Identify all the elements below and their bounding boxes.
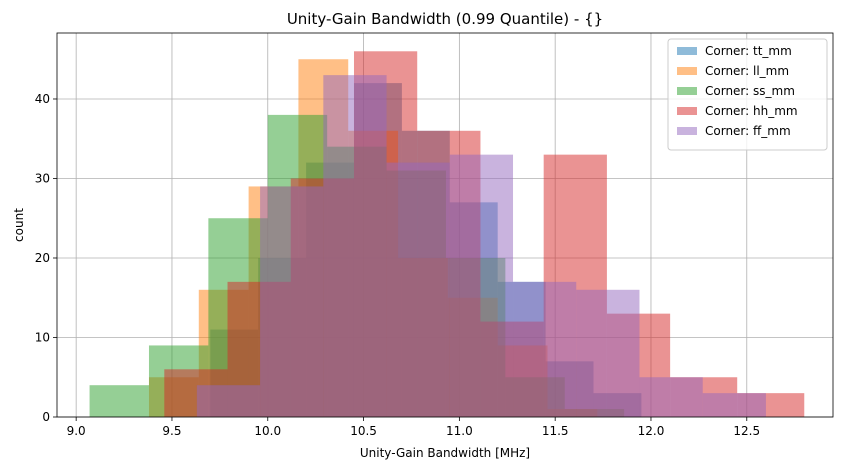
histogram-bar [89, 385, 149, 417]
plot-frame [56, 32, 834, 418]
legend-label: Corner: tt_mm [705, 44, 792, 58]
chart-title: Unity-Gain Bandwidth (0.99 Quantile) - {… [287, 10, 603, 28]
legend-frame [667, 38, 828, 151]
histogram-bar [449, 154, 514, 417]
legend: Corner: tt_mm Corner: ll_mm Corner: ss_mm C… [667, 38, 828, 151]
y-tick-label: 0 [42, 410, 50, 424]
series-corner-ff-mm [196, 75, 766, 417]
legend-label: Corner: ss_mm [705, 84, 795, 98]
x-tick-label: 12.5 [733, 424, 760, 438]
legend-swatch [677, 47, 697, 55]
x-tick-label: 12.0 [638, 424, 665, 438]
histogram-bar [323, 75, 387, 417]
x-tick-label: 10.0 [254, 424, 281, 438]
histogram-bar [196, 385, 261, 417]
y-axis-ticks: 0 10 20 30 40 [35, 92, 57, 424]
histogram-bar [260, 186, 324, 417]
x-tick-label: 11.0 [446, 424, 473, 438]
histogram-bars [89, 51, 805, 418]
legend-label: Corner: hh_mm [705, 104, 798, 118]
y-tick-label: 20 [35, 251, 50, 265]
legend-swatch [677, 67, 697, 75]
x-axis-ticks: 9.0 9.5 10.0 10.5 11.0 11.5 12.0 12.5 [67, 417, 760, 438]
x-tick-label: 9.0 [67, 424, 86, 438]
y-tick-label: 30 [35, 171, 50, 185]
histogram-bar [513, 281, 577, 417]
y-tick-label: 40 [35, 92, 50, 106]
x-tick-label: 11.5 [542, 424, 569, 438]
x-tick-label: 9.5 [162, 424, 181, 438]
histogram-bar [576, 289, 640, 417]
legend-swatch [677, 87, 697, 95]
y-axis-label: count [12, 208, 26, 242]
y-tick-label: 10 [35, 330, 50, 344]
x-tick-label: 10.5 [350, 424, 377, 438]
legend-swatch [677, 127, 697, 135]
legend-swatch [677, 107, 697, 115]
histogram-bar [386, 162, 450, 417]
histogram-bar [639, 377, 703, 417]
x-axis-label: Unity-Gain Bandwidth [MHz] [360, 446, 530, 460]
legend-label: Corner: ff_mm [705, 124, 791, 138]
histogram-bar [702, 393, 766, 417]
legend-label: Corner: ll_mm [705, 64, 789, 78]
